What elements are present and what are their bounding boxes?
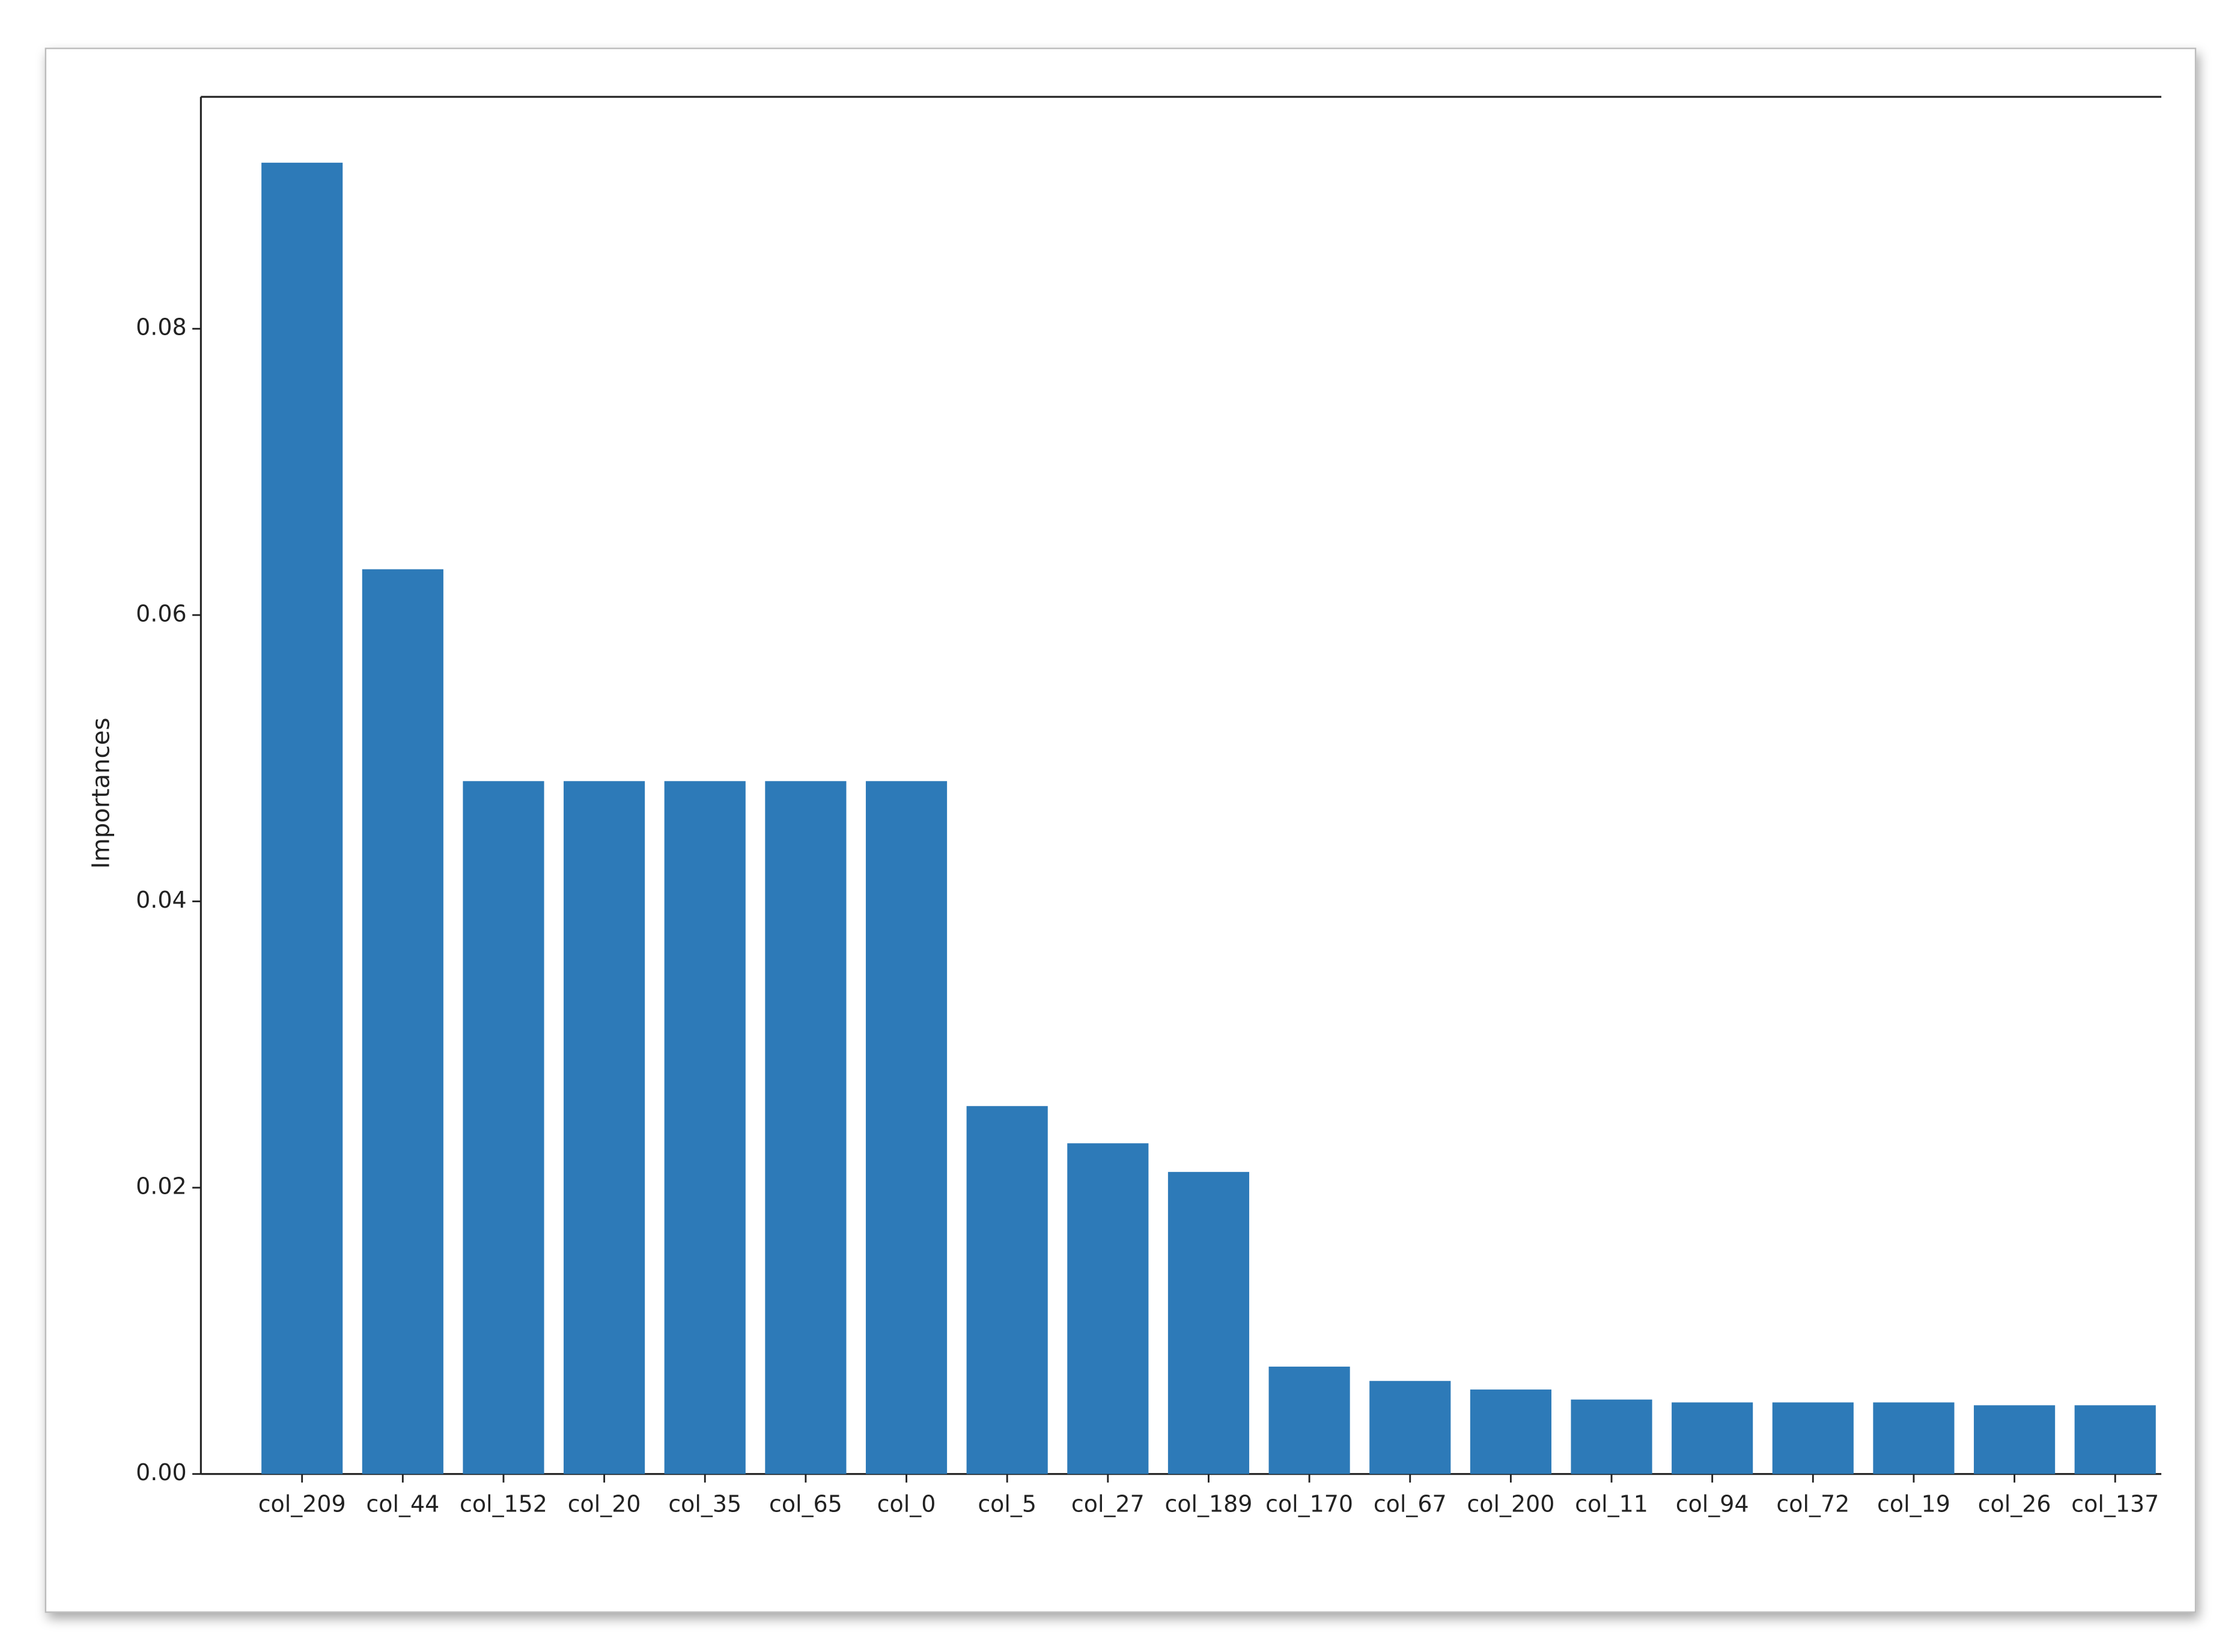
bar xyxy=(765,781,847,1474)
x-tick-label: col_72 xyxy=(1776,1490,1849,1517)
bar xyxy=(664,781,746,1474)
bar xyxy=(1470,1389,1551,1474)
bar xyxy=(1873,1402,1955,1474)
x-tick-label: col_0 xyxy=(877,1490,936,1517)
x-tick-label: col_44 xyxy=(366,1490,439,1517)
x-tick-label: col_5 xyxy=(978,1490,1036,1517)
y-tick-label: 0.00 xyxy=(136,1459,186,1486)
y-tick-label: 0.06 xyxy=(136,600,186,627)
x-tick-label: col_19 xyxy=(1877,1490,1950,1517)
bar xyxy=(865,781,948,1474)
y-tick-label: 0.08 xyxy=(136,314,186,341)
bar xyxy=(1672,1402,1753,1474)
x-tick-label: col_170 xyxy=(1265,1490,1353,1517)
x-tick-label: col_137 xyxy=(2071,1490,2159,1517)
bar xyxy=(1974,1405,2056,1474)
bar xyxy=(1268,1366,1350,1474)
x-tick-label: col_152 xyxy=(460,1490,547,1517)
x-tick-label: col_209 xyxy=(258,1490,346,1517)
bar xyxy=(463,781,544,1474)
bar xyxy=(564,781,645,1474)
bar xyxy=(261,162,343,1474)
bar xyxy=(1067,1143,1149,1474)
x-tick-label: col_200 xyxy=(1467,1490,1554,1517)
y-axis-label: Importances xyxy=(87,718,115,869)
x-tick-label: col_189 xyxy=(1164,1490,1252,1517)
bar xyxy=(1167,1171,1250,1474)
x-tick-label: col_20 xyxy=(568,1490,641,1517)
x-tick-label: col_67 xyxy=(1374,1490,1447,1517)
x-tick-label: col_65 xyxy=(769,1490,842,1517)
y-tick-label: 0.02 xyxy=(136,1173,186,1200)
bar xyxy=(966,1106,1048,1474)
x-tick-label: col_26 xyxy=(1978,1490,2051,1517)
x-tick-label: col_27 xyxy=(1071,1490,1145,1517)
x-tick-label: col_35 xyxy=(668,1490,741,1517)
y-tick-label: 0.04 xyxy=(136,887,186,913)
x-tick-label: col_11 xyxy=(1575,1490,1648,1517)
bar xyxy=(2074,1405,2156,1474)
bar xyxy=(1369,1380,1451,1474)
x-tick-label: col_94 xyxy=(1676,1490,1749,1517)
bar xyxy=(1571,1399,1652,1474)
bar xyxy=(362,569,443,1474)
bar xyxy=(1772,1402,1854,1474)
